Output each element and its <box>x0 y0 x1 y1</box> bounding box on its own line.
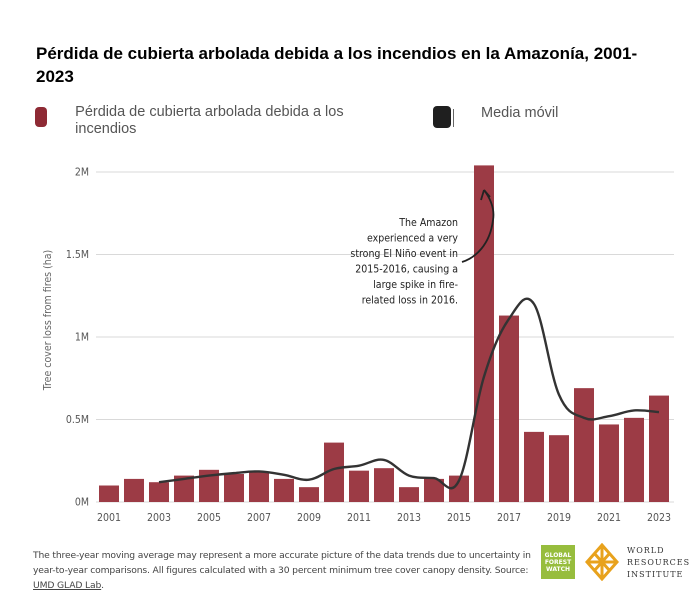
bar-series <box>99 165 669 502</box>
wri-logo-text: WORLD RESOURCES INSTITUTE <box>627 545 689 581</box>
x-tick-label: 2001 <box>97 512 121 524</box>
bar-2012[interactable] <box>374 468 394 502</box>
annotation-arrow <box>461 189 495 263</box>
bar-2003[interactable] <box>149 482 169 502</box>
bar-2016[interactable] <box>474 165 494 502</box>
wri-line-3: INSTITUTE <box>627 570 684 579</box>
gfw-logo-line-2: FOREST <box>544 558 572 566</box>
bar-2022[interactable] <box>624 417 644 502</box>
footer-end: . <box>101 580 104 591</box>
bar-2021[interactable] <box>599 424 619 502</box>
bar-2004[interactable] <box>174 475 194 502</box>
gfw-logo-line-3: WATCH <box>545 565 571 573</box>
x-tick-label: 2013 <box>397 512 421 524</box>
bar-2010[interactable] <box>324 442 344 502</box>
bar-2009[interactable] <box>299 487 319 502</box>
bar-2006[interactable] <box>224 473 244 502</box>
x-tick-label: 2019 <box>547 512 571 524</box>
bar-2020[interactable] <box>574 388 594 502</box>
gfw-logo-line-1: GLOBAL <box>544 551 572 559</box>
y-axis-label: Tree cover loss from fires (ha) <box>42 250 54 391</box>
legend-label-bars: Pérdida de cubierta arbolada debida a lo… <box>75 104 344 137</box>
bar-2017[interactable] <box>499 315 519 502</box>
legend-swatch-bars <box>35 107 48 127</box>
gfw-logo[interactable]: GLOBAL FOREST WATCH <box>541 545 575 579</box>
bar-2014[interactable] <box>424 478 444 502</box>
bar-2018[interactable] <box>524 431 544 502</box>
moving-average-line[interactable] <box>158 297 660 490</box>
bar-2019[interactable] <box>549 435 569 502</box>
wri-line-2: RESOURCES <box>627 558 689 567</box>
legend-swatch-tick <box>453 109 454 127</box>
x-tick-label: 2003 <box>147 512 171 524</box>
x-tick-label: 2005 <box>197 512 221 524</box>
x-tick-label: 2015 <box>447 512 471 524</box>
y-tick-label: 0.5M <box>66 414 89 426</box>
chart-title: Pérdida de cubierta arbolada debida a lo… <box>36 44 638 86</box>
legend-label-line: Media móvil <box>481 105 559 121</box>
annotation-line: The Amazon <box>398 217 458 229</box>
x-axis-ticks: 2001 2003 2005 2007 2009 2011 2013 2015 2017 2019… <box>97 512 671 524</box>
annotation-line: 2015-2016, causing a <box>355 264 458 276</box>
wri-line-1: WORLD <box>627 546 665 555</box>
x-tick-label: 2017 <box>497 512 521 524</box>
annotation-line: experienced a very <box>367 233 458 245</box>
bar-2002[interactable] <box>124 478 144 502</box>
source-link[interactable]: UMD GLAD Lab <box>33 580 102 591</box>
annotation-arrowhead <box>480 189 491 201</box>
x-tick-label: 2007 <box>247 512 271 524</box>
footer-note: The three-year moving average may repres… <box>33 548 533 593</box>
annotation: The Amazon experienced a very strong El Ni… <box>350 217 458 307</box>
annotation-line: related loss in 2016. <box>362 295 458 307</box>
moving-average-series <box>158 297 660 490</box>
y-tick-label: 0M <box>75 497 89 509</box>
bar-2008[interactable] <box>274 478 294 502</box>
x-tick-label: 2021 <box>597 512 621 524</box>
bar-2005[interactable] <box>199 469 219 502</box>
y-tick-label: 2M <box>75 167 89 179</box>
bar-2013[interactable] <box>399 487 419 502</box>
wri-logo-icon[interactable] <box>585 543 619 581</box>
bar-2015[interactable] <box>449 475 469 502</box>
x-tick-label: 2009 <box>297 512 321 524</box>
legend-item-bars[interactable]: Pérdida de cubierta arbolada debida a lo… <box>35 104 365 138</box>
x-tick-label: 2011 <box>347 512 371 524</box>
bar-2011[interactable] <box>349 470 369 502</box>
y-tick-label: 1.5M <box>66 249 89 261</box>
annotation-line: strong El Niño event in <box>350 248 458 260</box>
y-tick-label: 1M <box>75 332 89 344</box>
x-tick-label: 2023 <box>647 512 671 524</box>
legend-swatch-line <box>433 106 451 128</box>
footer-text: The three-year moving average may repres… <box>33 550 531 576</box>
bar-2007[interactable] <box>249 472 269 502</box>
y-axis-ticks: 0M 0.5M 1M 1.5M 2M <box>66 167 89 509</box>
bar-2023[interactable] <box>649 395 669 502</box>
legend-item-line[interactable]: Media móvil <box>433 105 558 128</box>
annotation-line: large spike in fire- <box>373 279 458 291</box>
bar-2001[interactable] <box>99 485 119 503</box>
